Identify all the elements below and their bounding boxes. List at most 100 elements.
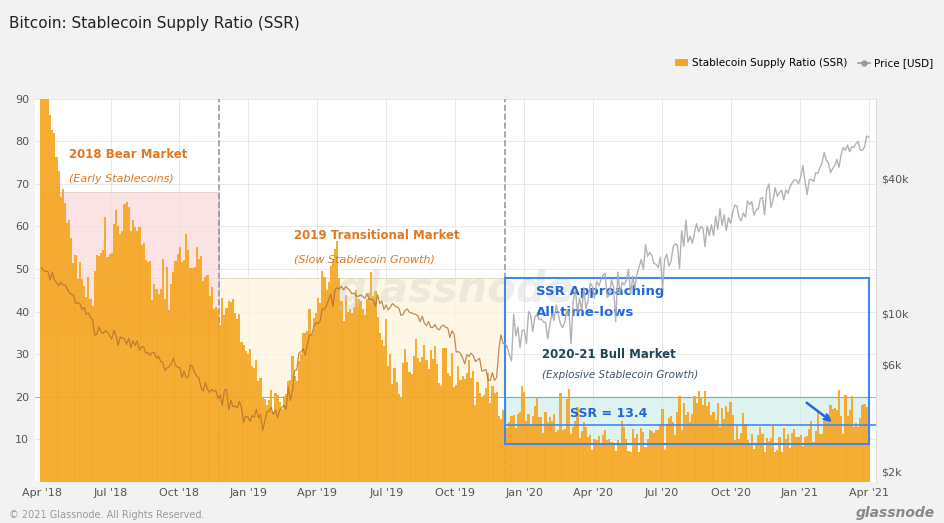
Bar [676,412,679,482]
Bar [198,259,200,482]
Bar [808,429,810,482]
Bar [232,299,234,482]
Bar [579,438,581,482]
Bar [78,262,81,482]
Bar [329,266,332,482]
Bar [417,358,419,482]
Bar [306,332,309,482]
Bar [548,417,551,482]
Bar [219,325,221,482]
Bar [336,241,338,482]
Text: SSR = 13.4: SSR = 13.4 [570,407,648,420]
Bar [818,434,821,482]
Bar [107,257,109,482]
Bar [178,247,181,482]
Bar [499,419,502,482]
Bar [236,319,238,482]
Bar [791,433,793,482]
Bar [764,452,766,482]
Bar [725,406,728,482]
Bar [857,427,859,482]
Bar [272,412,275,482]
Bar [353,306,355,482]
Bar [138,227,141,482]
Bar [738,439,740,482]
Text: SSR Approaching: SSR Approaching [535,285,664,298]
Bar [570,434,572,482]
Bar [92,305,93,482]
Bar [619,445,621,482]
Bar [317,298,319,482]
Bar [270,390,273,482]
Bar [691,414,694,482]
Bar [383,346,385,482]
Bar [438,383,440,482]
Bar [666,424,668,482]
Bar [636,435,638,482]
Bar [470,378,472,482]
Bar [136,231,139,482]
Bar [134,227,136,482]
Bar [770,438,772,482]
Bar [309,309,311,482]
Bar [623,427,625,482]
Bar [331,260,334,482]
Bar [735,426,738,482]
Bar [149,261,151,482]
Bar [866,407,868,482]
Bar [70,238,73,482]
Bar [426,360,428,482]
Bar [801,446,804,482]
Bar [244,350,246,482]
Bar [572,427,574,482]
Bar [562,430,564,482]
Bar [375,291,377,482]
Bar [757,435,759,482]
Bar [653,433,655,482]
Bar [800,435,801,482]
Bar [851,396,852,482]
Text: glassnode: glassnode [336,269,574,311]
Bar [151,300,153,482]
Bar [228,301,229,482]
Bar [762,434,764,482]
Bar [700,397,702,482]
Bar [195,247,198,482]
Bar [489,403,492,482]
Bar [226,308,228,482]
Bar [767,441,770,482]
Bar [704,392,706,482]
Bar [275,393,277,482]
Bar [190,268,192,482]
Bar [127,207,130,482]
Bar [175,260,177,482]
Bar [633,438,636,482]
Bar [224,315,226,482]
Bar [657,430,659,482]
Bar [177,254,178,482]
Bar [379,333,380,482]
Bar [821,434,823,482]
Bar [355,290,358,482]
Bar [733,440,736,482]
Bar [598,436,599,482]
Bar [864,404,866,482]
Bar [464,379,465,482]
Bar [604,430,606,482]
Bar [389,354,392,482]
Bar [523,392,526,482]
Bar [474,405,477,482]
Bar [525,420,528,482]
Bar [861,405,864,482]
Bar [674,435,677,482]
Bar [126,202,127,482]
Bar [323,277,326,482]
Bar [64,202,66,482]
Bar [451,353,453,482]
Bar [542,433,545,482]
Bar [119,234,122,482]
Bar [311,334,312,482]
Bar [683,403,685,482]
Bar [83,286,85,482]
Bar [326,290,328,482]
